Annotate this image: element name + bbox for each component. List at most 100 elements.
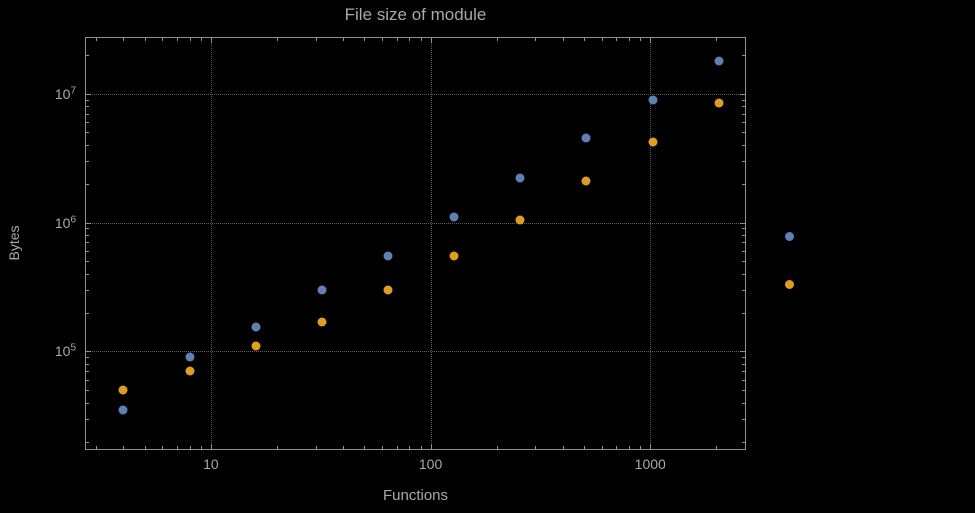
y-tick <box>742 418 745 420</box>
legend-item-1 <box>785 232 794 241</box>
data-point-series-1 <box>118 405 128 415</box>
y-tick <box>86 235 89 236</box>
x-tick <box>96 38 98 41</box>
x-axis-label: Functions <box>382 487 449 504</box>
x-tick <box>496 38 498 41</box>
x-tick <box>409 38 411 41</box>
gridline-vertical <box>430 38 432 449</box>
x-tick-label: 100 <box>418 456 443 472</box>
gridline-horizontal <box>86 222 745 224</box>
x-tick <box>123 38 125 41</box>
y-tick <box>740 351 745 353</box>
y-tick-base: 10 <box>54 85 71 102</box>
y-tick <box>86 351 91 353</box>
y-tick <box>86 402 89 404</box>
y-tick <box>86 122 89 124</box>
y-tick <box>86 289 89 291</box>
x-tick <box>562 446 564 449</box>
y-tick <box>742 273 745 275</box>
data-point-series-2 <box>317 317 327 327</box>
data-point-series-1 <box>383 251 393 261</box>
y-tick <box>86 106 89 108</box>
y-tick-label: 105 <box>55 343 76 359</box>
y-tick-exponent: 5 <box>70 342 76 354</box>
y-tick <box>86 251 89 253</box>
y-tick <box>742 161 745 162</box>
x-tick <box>584 38 586 41</box>
data-point-series-1 <box>581 133 591 143</box>
data-point-series-1 <box>648 95 657 104</box>
x-tick <box>650 38 652 43</box>
y-tick <box>742 357 745 359</box>
data-point-series-2 <box>714 98 724 108</box>
data-point-series-1 <box>251 322 261 332</box>
x-tick <box>189 446 191 449</box>
x-tick <box>210 38 212 43</box>
y-tick <box>86 228 89 230</box>
y-tick <box>742 144 745 146</box>
x-tick <box>364 38 366 41</box>
x-tick <box>381 38 383 41</box>
data-point-series-2 <box>383 285 393 295</box>
y-tick <box>742 402 745 404</box>
y-tick <box>86 312 89 314</box>
y-tick <box>86 161 89 162</box>
y-tick <box>86 93 91 95</box>
x-tick <box>716 446 718 449</box>
gridline-vertical <box>210 38 212 449</box>
y-tick <box>86 380 89 382</box>
y-tick <box>742 183 745 185</box>
x-tick <box>162 38 164 41</box>
x-tick <box>584 446 586 449</box>
y-tick <box>742 99 745 101</box>
x-tick <box>277 446 279 449</box>
y-tick <box>742 312 745 314</box>
y-tick <box>742 132 745 134</box>
data-point-series-1 <box>185 352 195 362</box>
y-tick <box>86 418 89 420</box>
y-tick <box>86 363 89 365</box>
data-point-series-2 <box>118 385 128 395</box>
y-tick <box>86 441 89 443</box>
x-tick <box>601 446 603 449</box>
x-tick <box>123 446 125 449</box>
x-tick <box>315 38 317 41</box>
y-tick <box>86 273 89 275</box>
y-tick-label: 106 <box>54 214 76 231</box>
data-point-series-1 <box>317 285 327 295</box>
x-tick-label: 10 <box>203 456 219 472</box>
y-tick <box>86 242 89 244</box>
x-tick <box>189 38 191 41</box>
x-tick <box>200 446 202 449</box>
x-tick <box>381 446 383 449</box>
x-tick <box>430 444 432 449</box>
x-tick <box>430 38 432 43</box>
gridline-vertical <box>650 38 652 449</box>
x-tick <box>96 446 98 449</box>
y-tick <box>86 113 89 115</box>
y-axis-label: Bytes <box>6 225 22 261</box>
data-point-series-2 <box>449 251 459 261</box>
x-tick <box>210 444 212 449</box>
y-tick-base: 10 <box>54 214 71 231</box>
chart-title: File size of module <box>344 5 487 24</box>
data-point-series-2 <box>581 176 591 186</box>
legend-marker-2 <box>785 280 794 289</box>
x-tick <box>396 446 398 449</box>
x-tick <box>562 38 564 41</box>
y-tick <box>86 357 89 359</box>
x-tick <box>343 38 345 41</box>
y-tick <box>740 222 745 224</box>
x-tick <box>628 446 630 449</box>
x-tick <box>396 38 398 41</box>
x-tick <box>409 446 411 449</box>
x-tick <box>176 38 178 41</box>
y-tick <box>86 132 89 134</box>
x-tick <box>601 38 603 41</box>
gridline-horizontal <box>86 351 745 353</box>
y-tick <box>742 289 745 291</box>
x-tick <box>535 446 537 449</box>
y-tick <box>742 122 745 124</box>
data-point-series-2 <box>251 341 261 351</box>
